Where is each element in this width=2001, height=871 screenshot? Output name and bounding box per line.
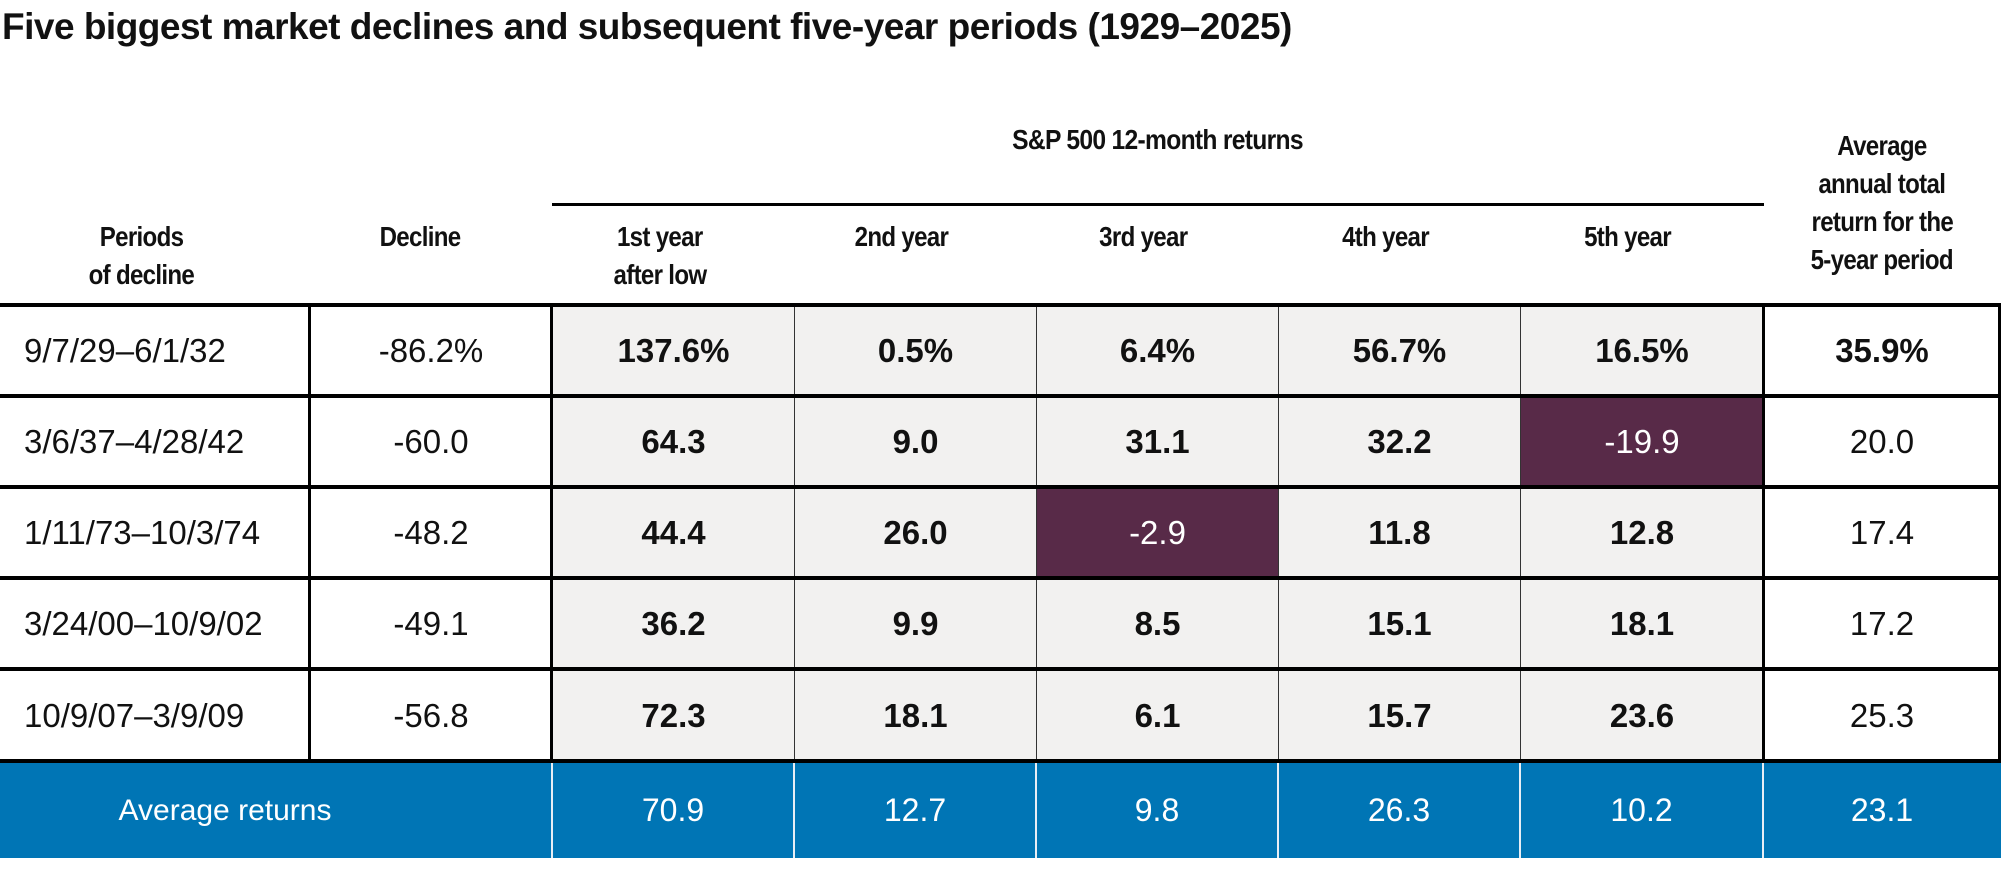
- header-line: after low: [613, 259, 707, 290]
- avg-year-5: 10.2: [1610, 792, 1673, 828]
- column-group-label: S&P 500 12-month returns: [1012, 124, 1303, 155]
- chart-title: Five biggest market declines and subsequ…: [2, 6, 1292, 47]
- cell-year-3-negative: -2.9: [1036, 487, 1278, 578]
- average-returns-row: Average returns 70.9 12.7 9.8 26.3 10.2 …: [0, 763, 2001, 858]
- table-row: 9/7/29–6/1/32 -86.2% 137.6% 0.5% 6.4% 56…: [0, 305, 2001, 396]
- header-year-4: 4th year: [1278, 218, 1493, 256]
- cell-year-3: 6.1: [1036, 670, 1278, 761]
- cell-period: 3/24/00–10/9/02: [24, 604, 263, 642]
- header-line: 4th year: [1342, 221, 1430, 252]
- header-line: Periods: [99, 221, 184, 252]
- header-decline: Decline: [310, 218, 530, 256]
- header-periods: Periods of decline: [0, 218, 283, 294]
- cell-decline: -56.8: [393, 696, 469, 734]
- row-divider: [0, 759, 2001, 763]
- row-divider: [0, 485, 2001, 489]
- cell-decline: -86.2%: [378, 331, 484, 369]
- header-year-2: 2nd year: [794, 218, 1009, 256]
- cell-year-5: 18.1: [1520, 578, 1763, 669]
- column-divider: [550, 303, 553, 763]
- cell-year-4: 56.7%: [1278, 305, 1520, 396]
- cell-year-2: 26.0: [794, 487, 1036, 578]
- column-group-rule: [552, 203, 1764, 206]
- cell-period: 1/11/73–10/3/74: [24, 513, 261, 551]
- cell-avg-5yr: 35.9%: [1763, 305, 2001, 396]
- cell-decline: -49.1: [393, 604, 469, 642]
- cell-year-1: 64.3: [552, 396, 794, 487]
- cell-year-2: 9.0: [794, 396, 1036, 487]
- row-divider: [0, 394, 2001, 398]
- cell-year-5: 23.6: [1520, 670, 1763, 761]
- header-line: Average: [1837, 130, 1927, 161]
- avg-5yr-total: 23.1: [1850, 792, 1914, 828]
- column-divider: [551, 763, 553, 858]
- cell-period: 10/9/07–3/9/09: [24, 696, 245, 734]
- column-divider: [1277, 763, 1279, 858]
- column-divider: [1762, 303, 1765, 763]
- avg-year-4: 26.3: [1367, 792, 1431, 828]
- header-year-5: 5th year: [1520, 218, 1735, 256]
- header-line: 5-year period: [1810, 244, 1954, 275]
- column-divider: [1035, 763, 1037, 858]
- cell-avg-5yr: 17.2: [1763, 578, 2001, 669]
- avg-year-3: 9.8: [1134, 792, 1180, 828]
- row-divider: [0, 667, 2001, 671]
- avg-year-2: 12.7: [883, 792, 947, 828]
- table-row: 1/11/73–10/3/74 -48.2 44.4 26.0 -2.9 11.…: [0, 487, 2001, 578]
- header-year-3: 3rd year: [1036, 218, 1251, 256]
- cell-year-1: 36.2: [552, 578, 794, 669]
- cell-year-2: 9.9: [794, 578, 1036, 669]
- header-avg-5yr: Average annual total return for the 5-ye…: [1763, 123, 2001, 283]
- cell-year-3: 8.5: [1036, 578, 1278, 669]
- cell-year-5: 12.8: [1520, 487, 1763, 578]
- cell-year-4: 15.1: [1278, 578, 1520, 669]
- header-line: 2nd year: [854, 221, 949, 252]
- cell-year-1: 137.6%: [552, 305, 794, 396]
- cell-year-2: 0.5%: [794, 305, 1036, 396]
- average-returns-label: Average returns: [118, 793, 332, 827]
- header-line: 1st year: [616, 221, 703, 252]
- column-divider: [1762, 763, 1764, 858]
- cell-year-3: 31.1: [1036, 396, 1278, 487]
- cell-year-5: 16.5%: [1520, 305, 1763, 396]
- cell-year-4: 11.8: [1278, 487, 1520, 578]
- header-year-1: 1st year after low: [552, 218, 767, 294]
- row-divider: [0, 576, 2001, 580]
- cell-year-1: 44.4: [552, 487, 794, 578]
- cell-avg-5yr: 20.0: [1763, 396, 2001, 487]
- cell-year-4: 15.7: [1278, 670, 1520, 761]
- column-divider: [308, 303, 311, 763]
- table-row: 10/9/07–3/9/09 -56.8 72.3 18.1 6.1 15.7 …: [0, 670, 2001, 761]
- cell-year-2: 18.1: [794, 670, 1036, 761]
- cell-decline: -48.2: [393, 513, 469, 551]
- cell-period: 3/6/37–4/28/42: [24, 422, 245, 460]
- table-row: 3/6/37–4/28/42 -60.0 64.3 9.0 31.1 32.2 …: [0, 396, 2001, 487]
- table-row: 3/24/00–10/9/02 -49.1 36.2 9.9 8.5 15.1 …: [0, 578, 2001, 669]
- header-line: Decline: [379, 221, 462, 252]
- avg-year-1: 70.9: [641, 792, 705, 828]
- header-line: 5th year: [1584, 221, 1672, 252]
- cell-year-1: 72.3: [552, 670, 794, 761]
- column-divider: [793, 763, 795, 858]
- cell-avg-5yr: 17.4: [1763, 487, 2001, 578]
- cell-avg-5yr: 25.3: [1763, 670, 2001, 761]
- cell-year-4: 32.2: [1278, 396, 1520, 487]
- cell-period: 9/7/29–6/1/32: [24, 331, 226, 369]
- cell-year-3: 6.4%: [1036, 305, 1278, 396]
- column-divider: [1998, 303, 2001, 763]
- row-divider: [0, 303, 2001, 307]
- header-line: of decline: [88, 259, 195, 290]
- header-line: annual total: [1818, 168, 1947, 199]
- cell-year-5-negative: -19.9: [1520, 396, 1763, 487]
- cell-decline: -60.0: [393, 422, 469, 460]
- column-divider: [1519, 763, 1521, 858]
- header-line: return for the: [1811, 206, 1953, 237]
- header-line: 3rd year: [1099, 221, 1188, 252]
